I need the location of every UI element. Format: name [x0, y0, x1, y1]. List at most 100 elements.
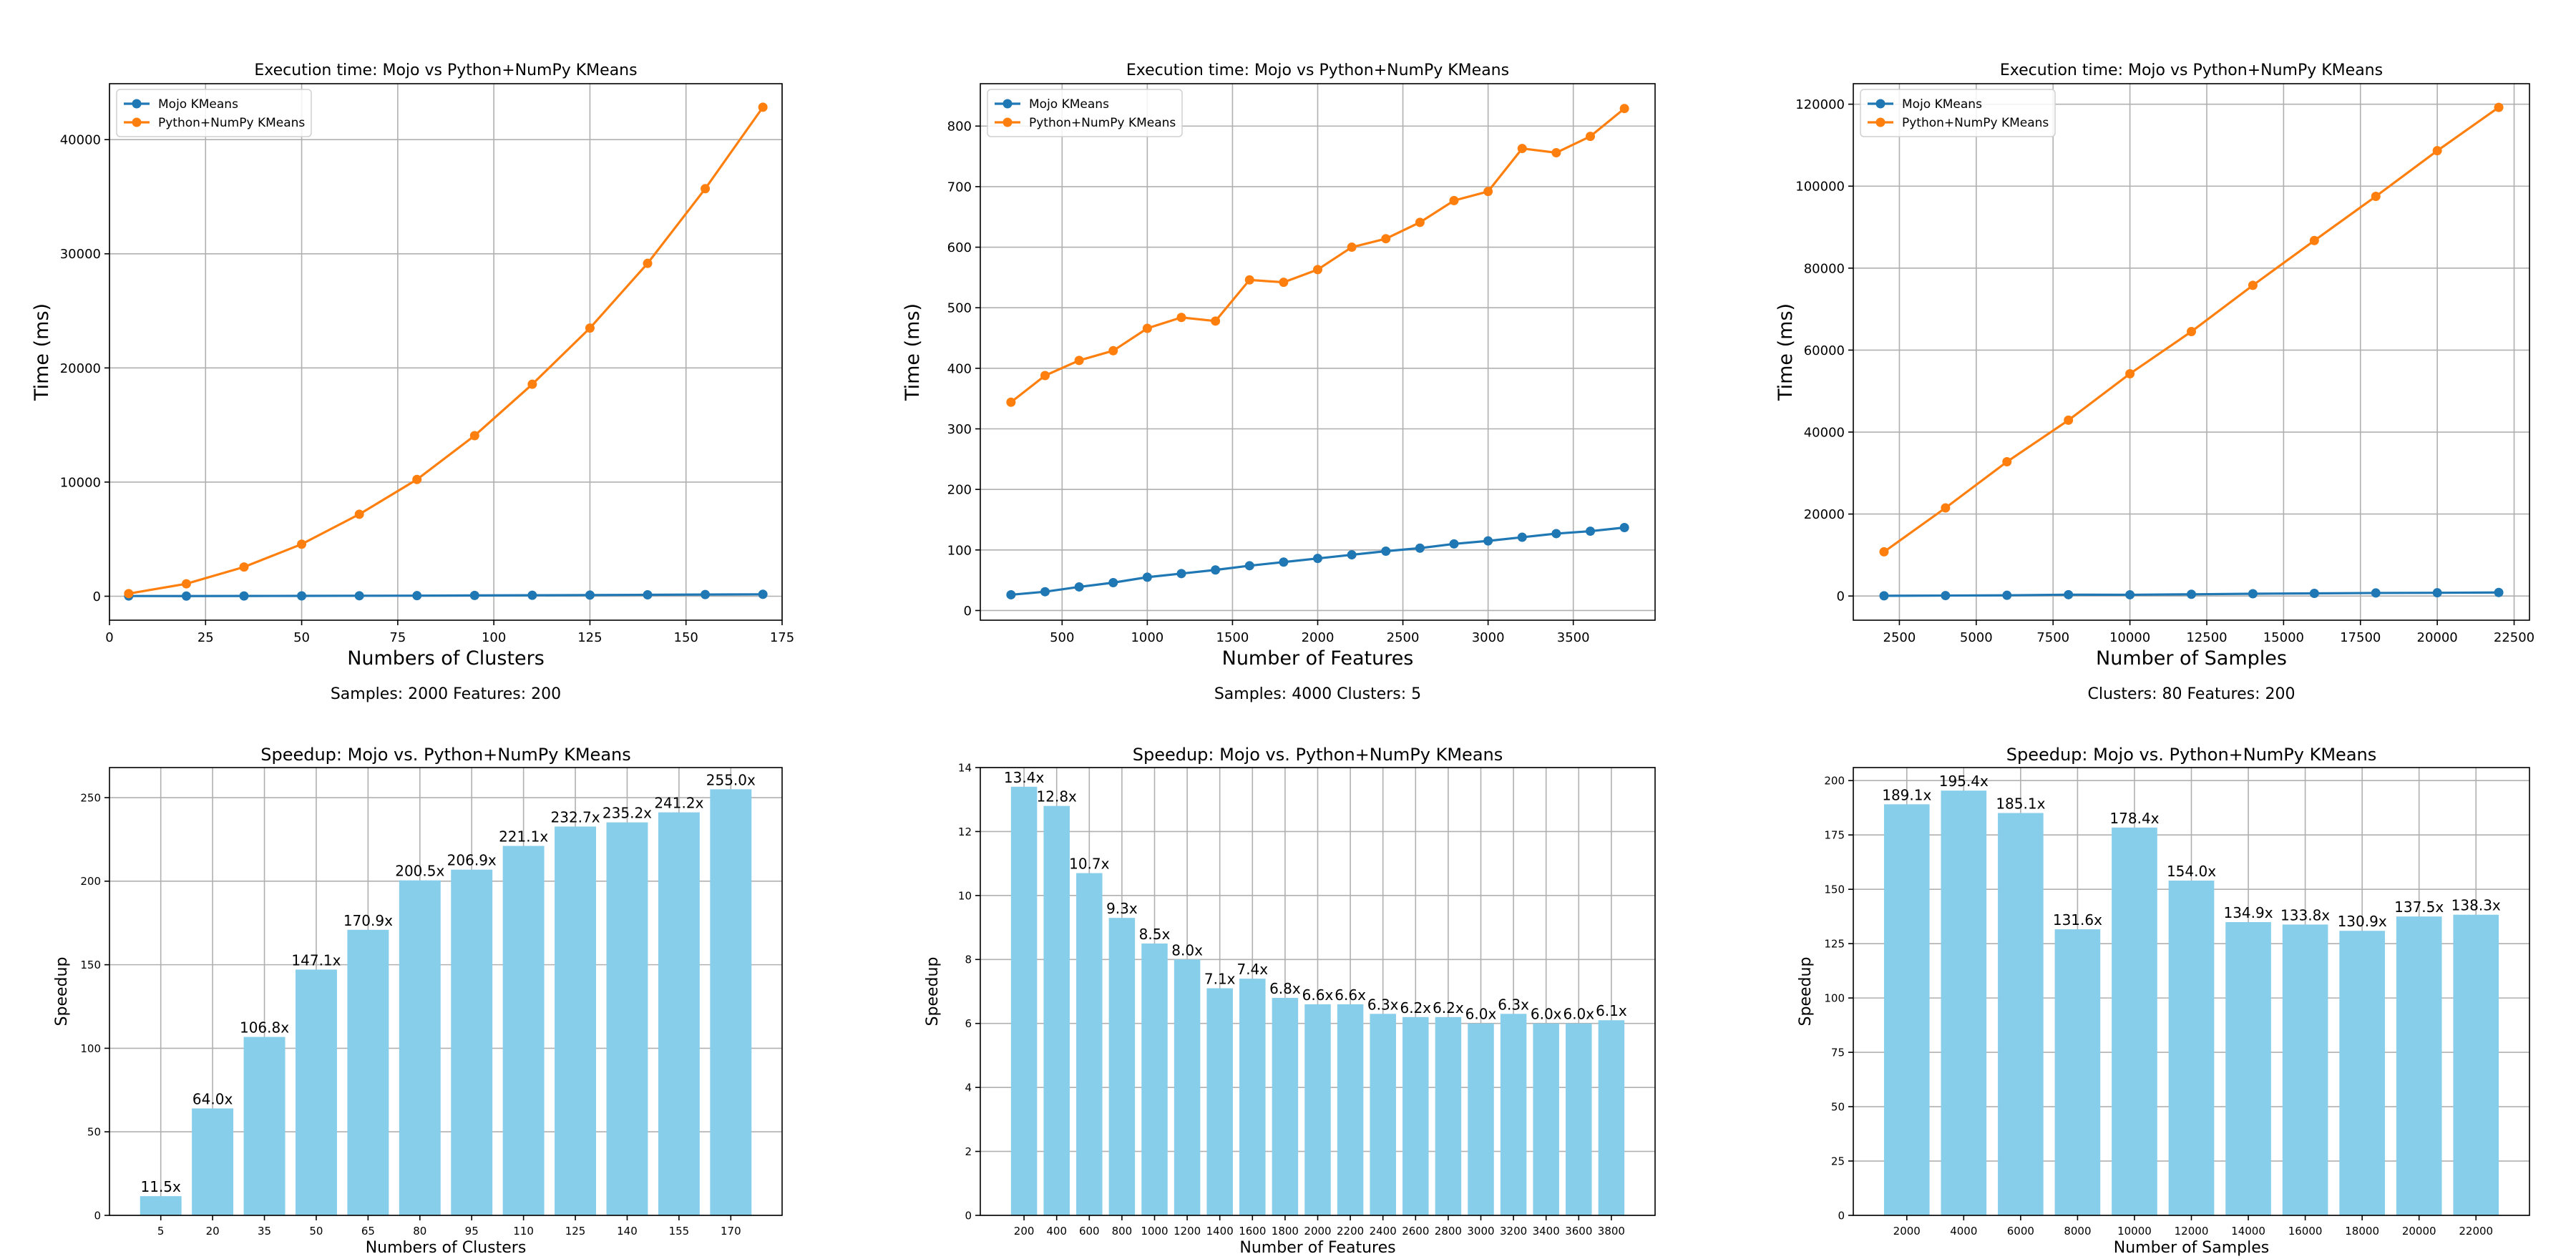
bar-value-label: 200.5x — [395, 863, 444, 880]
bar — [1043, 805, 1070, 1215]
x-tick-label: 2200 — [1337, 1225, 1364, 1238]
x-tick-label: 4000 — [1950, 1225, 1977, 1238]
data-point — [1074, 356, 1084, 366]
legend-entry: Python+NumPy KMeans — [158, 116, 305, 130]
bar-value-label: 130.9x — [2338, 913, 2387, 930]
bar — [1500, 1014, 1527, 1215]
y-tick-label: 800 — [947, 119, 972, 134]
x-tick-label: 110 — [513, 1225, 534, 1238]
x-tick-label: 1500 — [1216, 630, 1249, 645]
x-tick-label: 2400 — [1370, 1225, 1397, 1238]
bar-value-label: 133.8x — [2280, 906, 2330, 924]
bar — [2339, 931, 2385, 1215]
chart-title: Execution time: Mojo vs Python+NumPy KMe… — [254, 62, 637, 79]
x-tick-label: 25 — [197, 630, 214, 645]
y-tick-label: 175 — [1824, 829, 1845, 842]
bar — [1337, 1004, 1364, 1215]
y-tick-label: 20000 — [1804, 507, 1845, 522]
bar-value-label: 131.6x — [2053, 911, 2102, 929]
x-tick-label: 2000 — [1304, 1225, 1331, 1238]
data-point — [1040, 371, 1050, 381]
y-tick-label: 75 — [1831, 1046, 1845, 1059]
y-tick-label: 150 — [1824, 883, 1845, 896]
data-point — [2187, 327, 2196, 337]
data-point — [2002, 590, 2012, 600]
x-axis-label: Numbers of Clusters — [366, 1239, 527, 1257]
y-tick-label: 100000 — [1795, 180, 1845, 195]
x-tick-label: 3600 — [1565, 1225, 1592, 1238]
data-point — [1313, 265, 1322, 275]
y-tick-label: 150 — [80, 959, 101, 971]
bar — [2112, 827, 2157, 1215]
y-tick-label: 4 — [965, 1082, 972, 1094]
bar — [1598, 1020, 1625, 1215]
x-tick-label: 1600 — [1239, 1225, 1266, 1238]
plot-frame — [980, 767, 1656, 1216]
data-point — [1244, 561, 1254, 571]
data-point — [1279, 278, 1289, 288]
x-tick-label: 3200 — [1500, 1225, 1527, 1238]
legend-box — [1860, 89, 2056, 137]
legend-box — [987, 89, 1183, 137]
bar — [140, 1196, 182, 1215]
x-tick-label: 16000 — [2288, 1225, 2323, 1238]
data-point — [585, 323, 595, 333]
y-tick-label: 200 — [947, 483, 972, 498]
data-point — [1551, 148, 1561, 158]
data-point — [1619, 104, 1629, 114]
x-tick-label: 175 — [770, 630, 794, 645]
x-axis-label: Number of Features — [1222, 647, 1414, 670]
bar — [710, 789, 752, 1215]
bar-value-label: 185.1x — [1996, 795, 2045, 813]
y-tick-label: 0 — [93, 589, 101, 604]
x-tick-label: 7500 — [2036, 630, 2069, 645]
data-point — [124, 589, 134, 599]
bar-value-label: 6.0x — [1465, 1006, 1497, 1023]
data-point — [2309, 235, 2319, 245]
y-axis-label: Time (ms) — [31, 303, 53, 401]
chart-title: Speedup: Mojo vs. Python+NumPy KMeans — [1133, 745, 1503, 765]
plot-frame — [1853, 767, 2530, 1216]
data-point — [354, 509, 364, 519]
x-tick-label: 600 — [1079, 1225, 1100, 1238]
bar-value-label: 13.4x — [1004, 769, 1045, 786]
data-point — [758, 589, 768, 599]
x-tick-label: 170 — [721, 1225, 741, 1238]
bar — [2225, 922, 2271, 1215]
data-point — [527, 379, 537, 389]
data-point — [1142, 323, 1152, 333]
data-point — [1551, 529, 1561, 539]
bar-value-label: 8.5x — [1139, 926, 1171, 943]
series-line — [128, 106, 764, 595]
data-point — [643, 258, 653, 268]
series-line — [128, 593, 763, 597]
chart-title: Execution time: Mojo vs Python+NumPy KMe… — [2000, 62, 2383, 79]
y-tick-label: 80000 — [1804, 261, 1845, 276]
x-tick-label: 5000 — [1960, 630, 1993, 645]
data-point — [2125, 589, 2135, 599]
data-point — [2002, 456, 2012, 466]
data-point — [2187, 589, 2196, 599]
bar-value-label: 8.0x — [1171, 941, 1203, 959]
bar — [1304, 1004, 1331, 1215]
bar-value-label: 137.5x — [2394, 898, 2444, 916]
x-tick-label: 1000 — [1131, 630, 1163, 645]
x-tick-label: 150 — [674, 630, 698, 645]
chart-title: Speedup: Mojo vs. Python+NumPy KMeans — [260, 745, 631, 765]
data-point — [1040, 587, 1050, 597]
x-tick-label: 95 — [465, 1225, 479, 1238]
data-point — [2064, 415, 2074, 425]
bar — [347, 929, 389, 1215]
bar-value-label: 6.2x — [1400, 999, 1431, 1016]
bar — [1998, 813, 2044, 1215]
execution-time-line-chart-2: 0 100 200 300 400 500 600 700 800 500 1000 1500 2000… — [902, 62, 1656, 703]
y-tick-label: 200 — [80, 875, 101, 888]
x-tick-label: 1000 — [1141, 1225, 1168, 1238]
plot-frame — [1853, 83, 2530, 621]
x-tick-label: 1200 — [1174, 1225, 1201, 1238]
bar — [1402, 1016, 1429, 1215]
bar-value-label: 7.1x — [1204, 971, 1236, 988]
y-tick-label: 300 — [947, 422, 972, 437]
bar-value-label: 6.6x — [1302, 986, 1334, 1004]
x-axis-label: Numbers of Clusters — [347, 647, 545, 670]
